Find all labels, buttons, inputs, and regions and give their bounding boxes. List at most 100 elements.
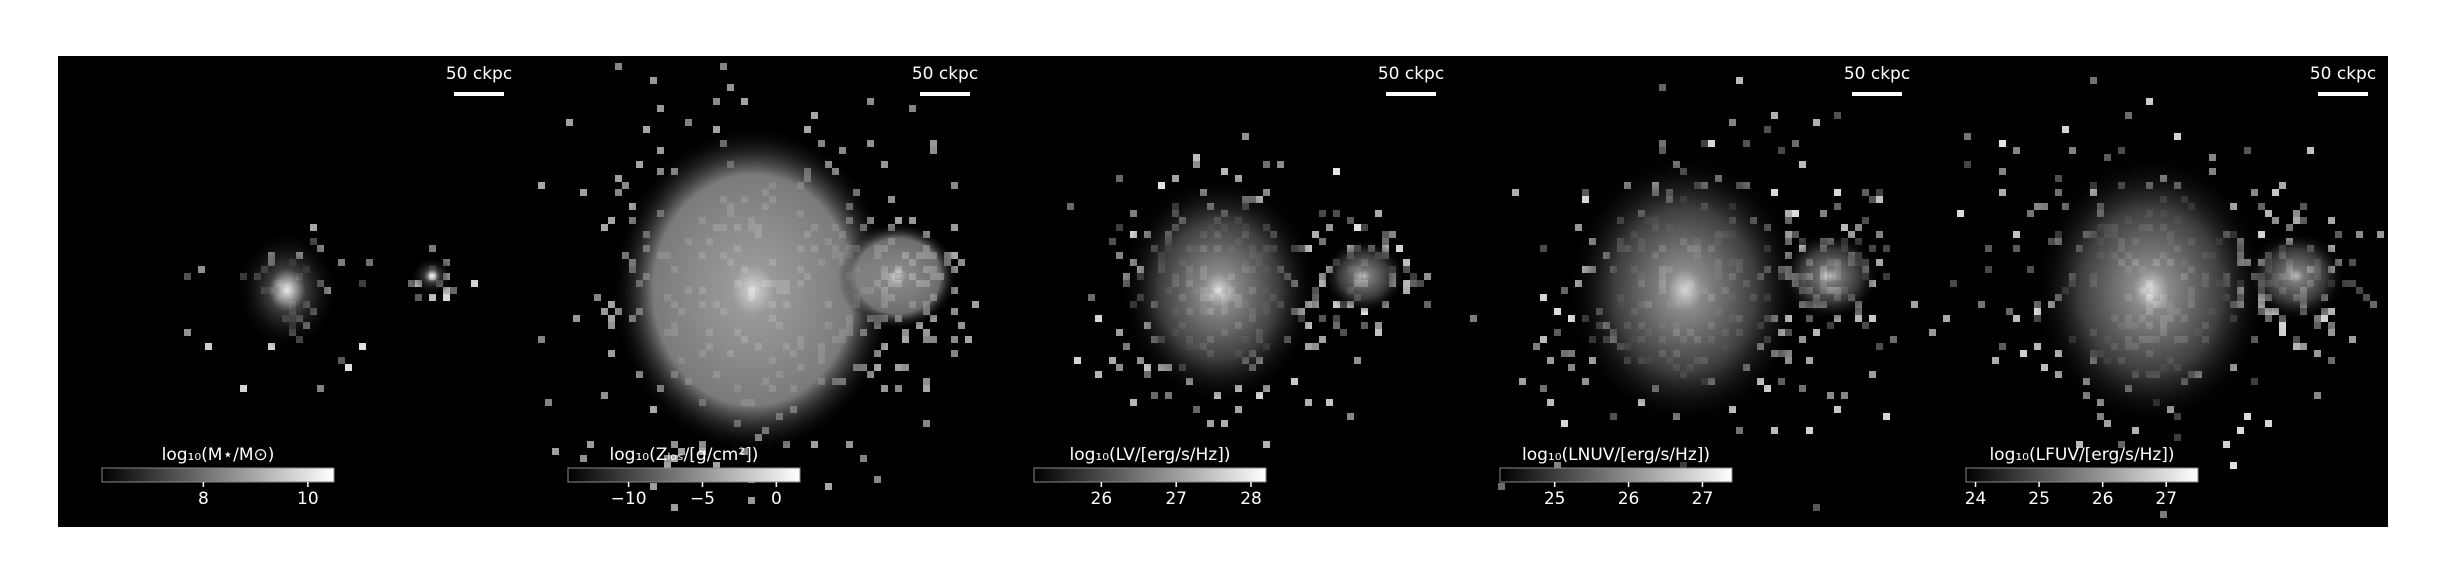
pixel	[2055, 175, 2062, 182]
pixel	[1778, 378, 1785, 385]
colorbar-tick-label: 27	[2155, 489, 2177, 509]
pixel	[1333, 322, 1340, 329]
pixel	[1834, 112, 1841, 119]
pixel	[1389, 231, 1396, 238]
pixel	[713, 126, 720, 133]
pixel	[2293, 210, 2300, 217]
pixel	[1319, 315, 1326, 322]
pixel	[923, 378, 930, 385]
pixel	[2321, 315, 2328, 322]
pixel	[2307, 147, 2314, 154]
pixel	[1785, 210, 1792, 217]
pixel	[951, 350, 958, 357]
pixel	[1554, 462, 1561, 469]
pixel	[909, 105, 916, 112]
pixel	[594, 294, 601, 301]
pixel	[2125, 112, 2132, 119]
pixel	[699, 448, 706, 455]
pixel	[1130, 210, 1137, 217]
pixel	[1561, 287, 1568, 294]
pixel	[601, 308, 608, 315]
pixel	[1375, 329, 1382, 336]
pixel	[1568, 364, 1575, 371]
pixel	[1841, 224, 1848, 231]
pixel	[1992, 357, 1999, 364]
pixel	[1841, 392, 1848, 399]
pixel	[1813, 119, 1820, 126]
pixel	[657, 105, 664, 112]
colorbar-tick-label: 26	[1091, 489, 1113, 509]
pixel	[1813, 329, 1820, 336]
pixel	[2279, 322, 2286, 329]
pixel	[2027, 266, 2034, 273]
pixel	[1911, 301, 1918, 308]
pixel	[338, 357, 345, 364]
pixel	[1347, 413, 1354, 420]
pixel	[2013, 147, 2020, 154]
pixel	[1403, 266, 1410, 273]
pixel	[2258, 203, 2265, 210]
pixel	[608, 217, 615, 224]
pixel	[664, 455, 671, 462]
pixel	[951, 182, 958, 189]
colorbar-tick-label: −10	[611, 489, 647, 509]
pixel	[1999, 140, 2006, 147]
pixel	[1855, 224, 1862, 231]
pixel	[2244, 147, 2251, 154]
pixel	[1806, 357, 1813, 364]
pixel	[1806, 427, 1813, 434]
galaxy-main	[234, 229, 340, 351]
pixel	[1319, 238, 1326, 245]
pixel	[902, 329, 909, 336]
pixel	[902, 336, 909, 343]
pixel	[1869, 245, 1876, 252]
pixel	[1116, 329, 1123, 336]
pixel	[205, 343, 212, 350]
pixel	[881, 161, 888, 168]
pixel	[1883, 273, 1890, 280]
scale-bar-label: 50 ckpc	[2310, 64, 2376, 84]
pixel	[1785, 217, 1792, 224]
colorbar-tick-label: 24	[1965, 489, 1987, 509]
colorbar-tick-label: 10	[297, 489, 319, 509]
pixel	[1883, 245, 1890, 252]
pixel	[818, 140, 825, 147]
pixel	[1193, 154, 1200, 161]
pixel	[2279, 182, 2286, 189]
pixel	[1561, 420, 1568, 427]
pixel	[1410, 280, 1417, 287]
pixel	[811, 112, 818, 119]
pixel	[671, 455, 678, 462]
pixel	[1403, 280, 1410, 287]
pixel	[1792, 140, 1799, 147]
pixel	[2055, 189, 2062, 196]
pixel	[1326, 224, 1333, 231]
colorbar-label: log₁₀(LFUV/[erg/s/Hz])	[1989, 445, 2174, 465]
pixel	[1375, 210, 1382, 217]
pixel	[685, 119, 692, 126]
pixel	[1582, 189, 1589, 196]
pixel	[2104, 154, 2111, 161]
pixel	[1410, 273, 1417, 280]
pixel	[965, 336, 972, 343]
pixel	[727, 84, 734, 91]
pixel	[1827, 392, 1834, 399]
pixel	[1095, 371, 1102, 378]
pixel	[1354, 224, 1361, 231]
pixel	[2272, 217, 2279, 224]
pixel	[909, 217, 916, 224]
pixel	[1417, 280, 1424, 287]
pixel	[1834, 406, 1841, 413]
pixel	[1221, 168, 1228, 175]
pixel	[930, 147, 937, 154]
pixel	[804, 126, 811, 133]
pixel	[1403, 259, 1410, 266]
pixel	[1876, 189, 1883, 196]
pixel	[2300, 217, 2307, 224]
pixel	[566, 119, 573, 126]
pixel	[1764, 126, 1771, 133]
pixel	[1109, 238, 1116, 245]
pixel	[951, 252, 958, 259]
pixel	[2342, 280, 2349, 287]
pixel	[923, 420, 930, 427]
